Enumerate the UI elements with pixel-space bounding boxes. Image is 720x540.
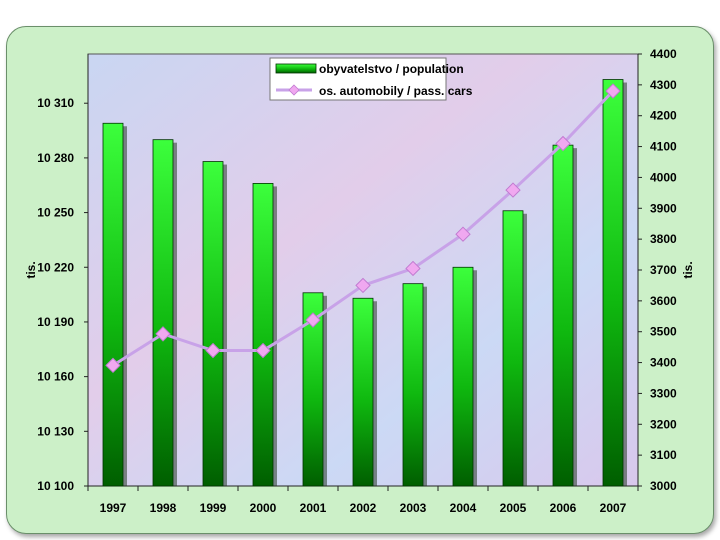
cars-point bbox=[255, 342, 271, 359]
cars-point bbox=[605, 83, 621, 99]
cars-point bbox=[105, 357, 121, 374]
left-axis-title: tis. bbox=[24, 261, 38, 278]
right-axis-tick-label: 4100 bbox=[650, 140, 677, 154]
cars-point bbox=[405, 260, 421, 277]
bar bbox=[502, 210, 524, 487]
right-axis-tick-label: 3600 bbox=[650, 294, 677, 308]
left-axis-tick-label: 10 310 bbox=[37, 96, 74, 110]
x-axis-category-label: 1999 bbox=[200, 501, 227, 515]
x-axis-category-label: 2000 bbox=[250, 501, 277, 515]
bar bbox=[552, 144, 574, 487]
bar bbox=[152, 139, 174, 487]
legend: obyvatelstvo / population os. automobily… bbox=[269, 57, 473, 101]
cars-point bbox=[455, 226, 471, 242]
population-bars bbox=[102, 79, 627, 487]
right-axis-tick-label: 3100 bbox=[650, 448, 677, 462]
cars-point bbox=[155, 326, 171, 342]
cars-point bbox=[355, 277, 371, 294]
x-axis-category-label: 2003 bbox=[400, 501, 427, 515]
cars-point bbox=[555, 135, 571, 152]
x-axis-category-label: 2004 bbox=[450, 501, 477, 515]
left-axis-tick-label: 10 220 bbox=[37, 260, 74, 274]
bar bbox=[102, 122, 124, 487]
left-axis: 10 100 10 130 10 160 10 190 10 220 10 250 10 2… bbox=[37, 54, 89, 493]
legend-line-label: os. automobily / pass. cars bbox=[319, 84, 473, 98]
left-axis-tick-label: 10 100 bbox=[37, 479, 74, 493]
bar bbox=[302, 292, 324, 487]
x-axis-category-label: 2001 bbox=[300, 501, 327, 515]
right-axis-tick-label: 4000 bbox=[650, 170, 677, 184]
right-axis-tick-label: 3700 bbox=[650, 263, 677, 277]
right-axis-tick-label: 3300 bbox=[650, 386, 677, 400]
x-axis-category-label: 2002 bbox=[350, 501, 377, 515]
right-axis: 3000 3100 3200 3300 3400 3500 3600 3700 3800 3900… bbox=[637, 47, 677, 493]
bar bbox=[402, 283, 424, 487]
bar bbox=[602, 79, 624, 487]
right-axis-tick-label: 3800 bbox=[650, 232, 677, 246]
x-axis-category-label: 1997 bbox=[100, 501, 127, 515]
right-axis-tick-label: 4200 bbox=[650, 109, 677, 123]
right-axis-tick-label: 4300 bbox=[650, 78, 677, 92]
cars-line-layer bbox=[105, 83, 621, 374]
legend-line-marker bbox=[288, 84, 300, 96]
x-axis-category-label: 2005 bbox=[500, 501, 527, 515]
left-axis-tick-label: 10 190 bbox=[37, 315, 74, 329]
right-axis-tick-label: 3500 bbox=[650, 325, 677, 339]
left-axis-tick-label: 10 250 bbox=[37, 206, 74, 220]
cars-point bbox=[305, 312, 321, 328]
bar bbox=[252, 183, 274, 487]
right-axis-title: tis. bbox=[681, 261, 695, 278]
bar bbox=[202, 161, 224, 487]
right-axis-tick-label: 3900 bbox=[650, 201, 677, 215]
cars-point bbox=[205, 342, 221, 359]
bar bbox=[352, 297, 374, 487]
legend-bar-swatch bbox=[275, 63, 317, 74]
legend-bar-label: obyvatelstvo / population bbox=[319, 62, 464, 76]
x-axis-category-label: 1998 bbox=[150, 501, 177, 515]
right-axis-tick-label: 4400 bbox=[650, 47, 677, 61]
right-axis-tick-label: 3000 bbox=[650, 479, 677, 493]
right-axis-tick-label: 3200 bbox=[650, 417, 677, 431]
x-axis-category-label: 2006 bbox=[550, 501, 577, 515]
left-axis-tick-label: 10 280 bbox=[37, 151, 74, 165]
bar bbox=[452, 266, 474, 487]
left-axis-tick-label: 10 160 bbox=[37, 370, 74, 384]
cars-point bbox=[505, 182, 521, 198]
x-axis: 1997 1998 1999 2000 2001 2002 2003 2004 2005 2006… bbox=[87, 485, 639, 515]
right-axis-tick-label: 3400 bbox=[650, 356, 677, 370]
x-axis-category-label: 2007 bbox=[600, 501, 627, 515]
left-axis-tick-label: 10 130 bbox=[37, 424, 74, 438]
